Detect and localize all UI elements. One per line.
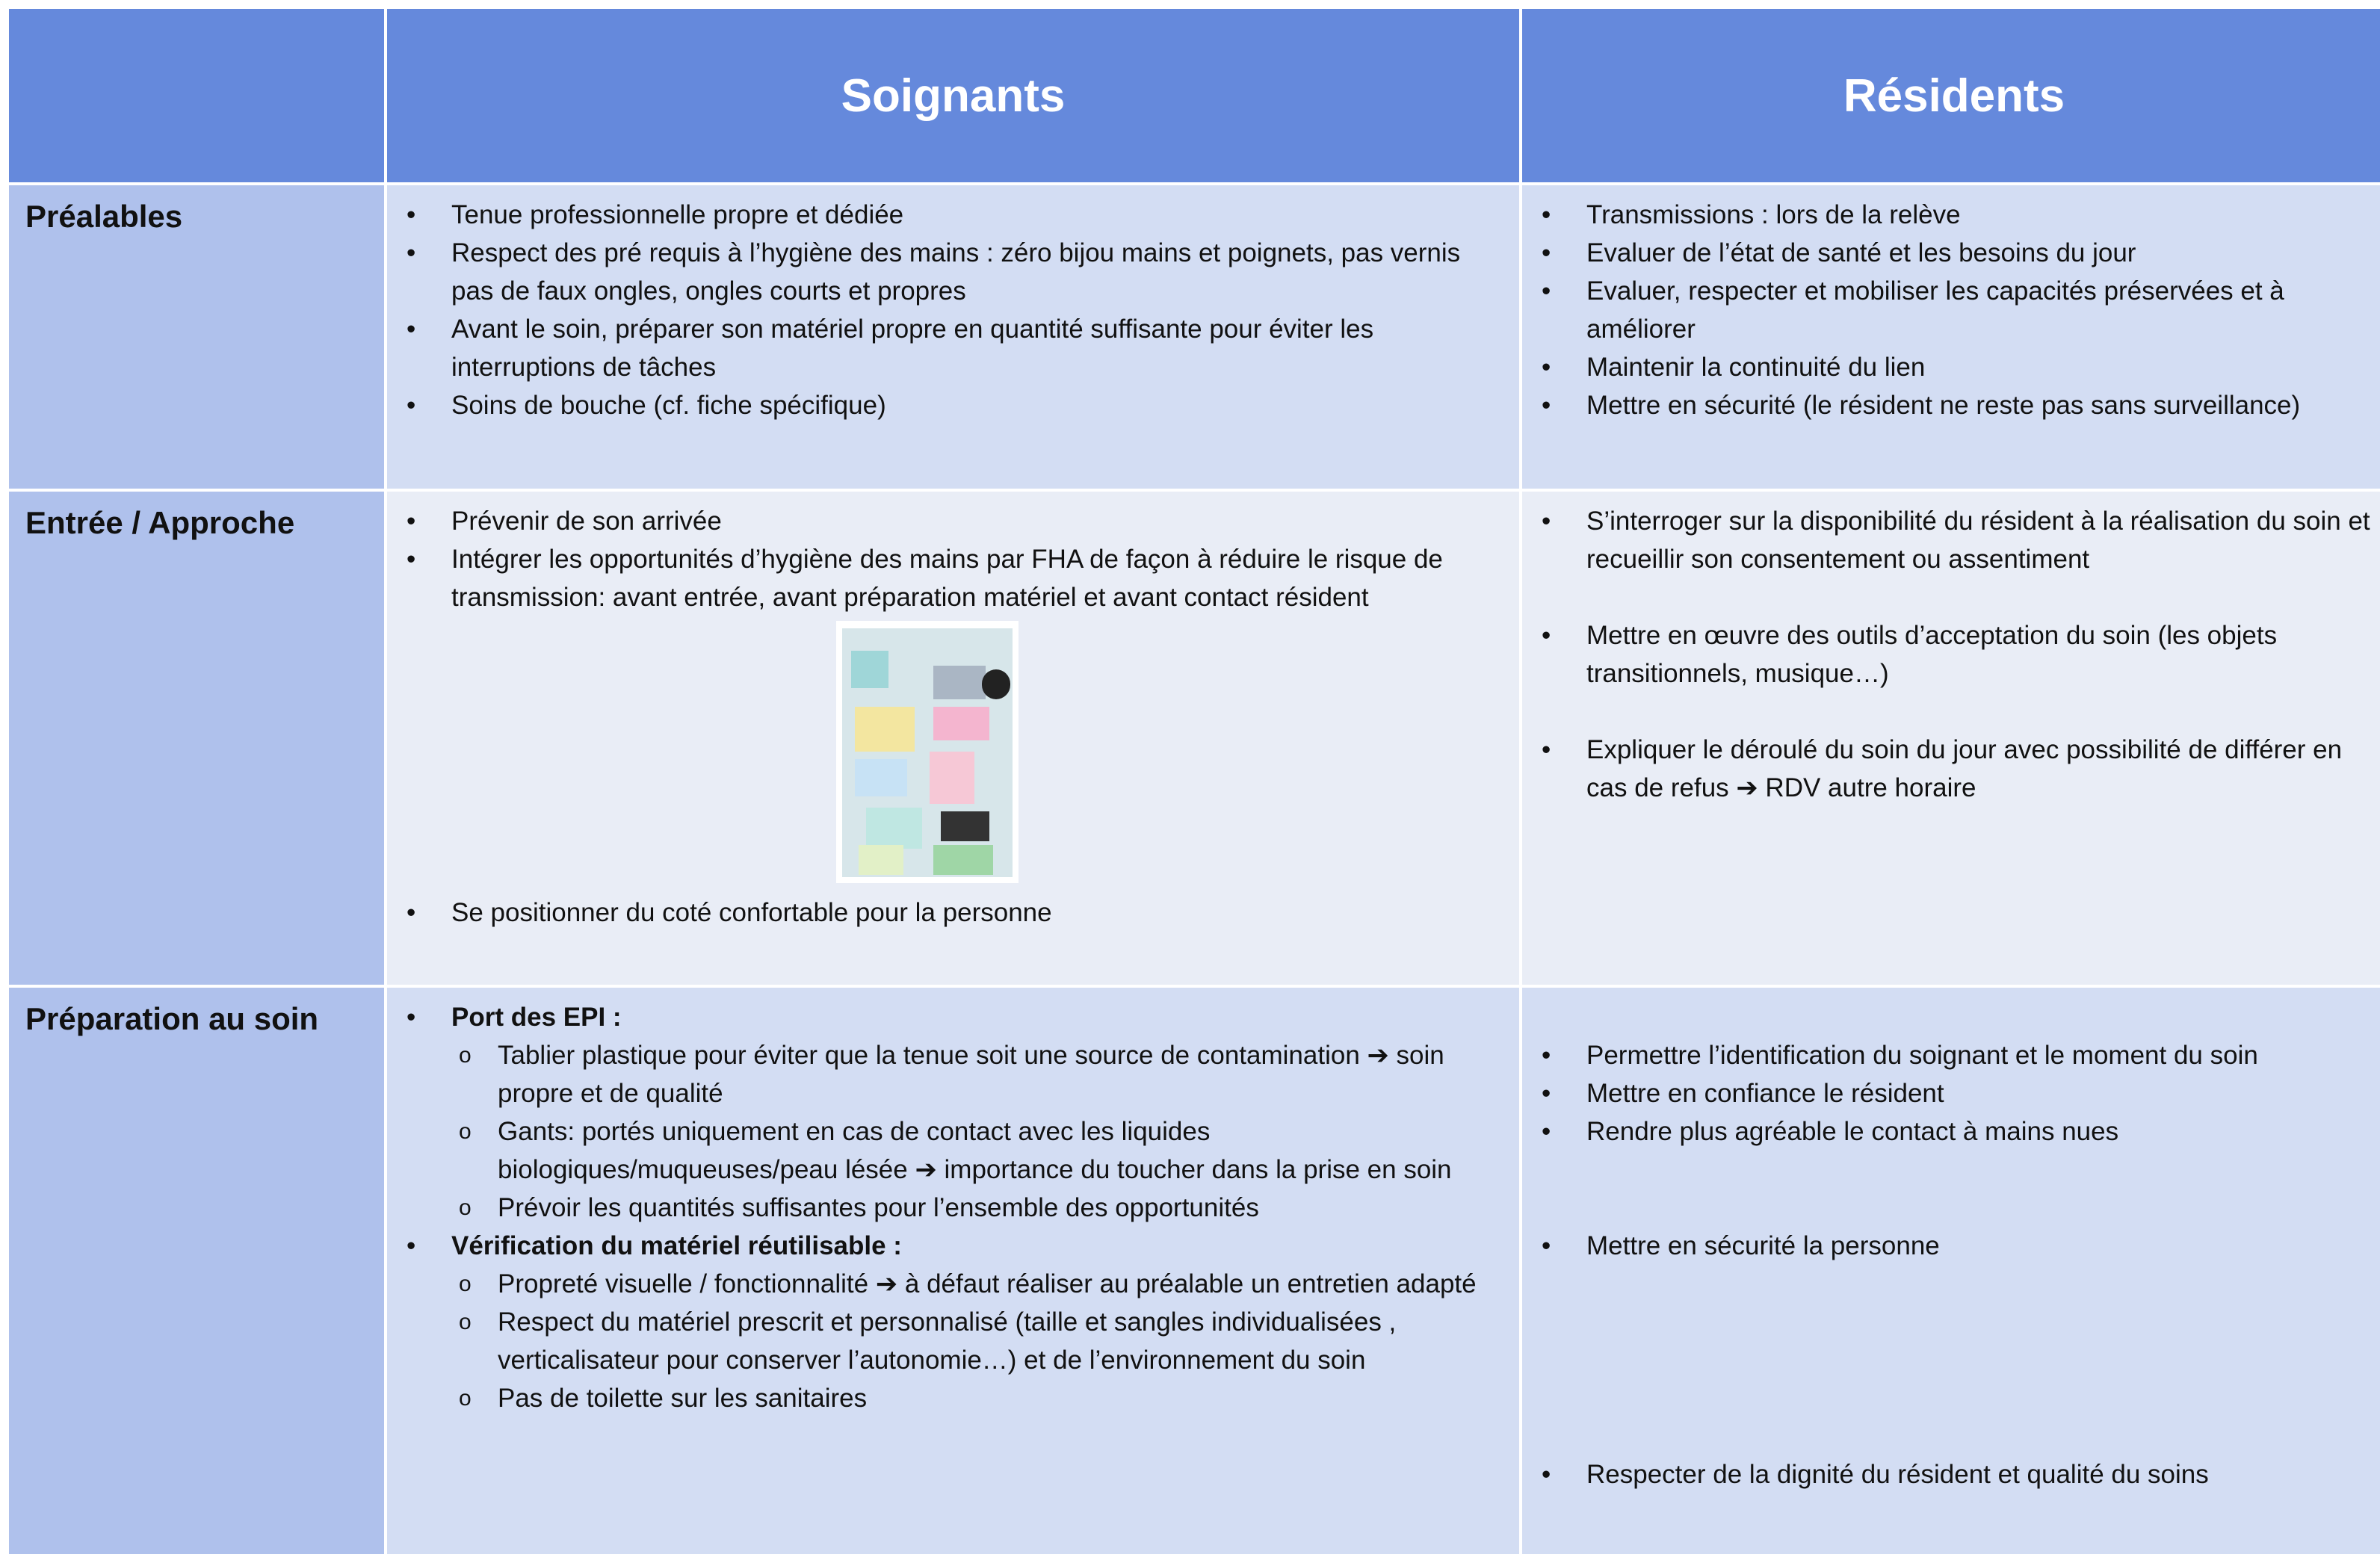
list-item: Tenue professionnelle propre et dédiée	[407, 196, 1507, 234]
list-item: Expliquer le déroulé du soin du jour ave…	[1542, 731, 2374, 807]
list-item: Mettre en sécurité (le résident ne reste…	[1542, 386, 2374, 424]
list-item: Mettre en sécurité la personne	[1542, 1227, 2374, 1265]
sub-item: Prévoir les quantités suffisantes pour l…	[451, 1189, 1507, 1227]
list-item: Respect des pré requis à l’hygiène des m…	[407, 234, 1507, 310]
list-item: Avant le soin, préparer son matériel pro…	[407, 310, 1507, 386]
list-item: Port des EPI : Tablier plastique pour év…	[407, 998, 1507, 1227]
list-item: Transmissions : lors de la relève	[1542, 196, 2374, 234]
list-item: Intégrer les opportunités d’hygiène des …	[407, 540, 1507, 616]
list: Prévenir de son arrivée Intégrer les opp…	[407, 502, 1507, 616]
list-item: Se positionner du coté confortable pour …	[407, 894, 1507, 932]
list: S’interroger sur la disponibilité du rés…	[1542, 502, 2374, 807]
cell: Port des EPI : Tablier plastique pour év…	[387, 988, 1519, 1554]
item-heading: Vérification du matériel réutilisable :	[451, 1231, 902, 1260]
sub-list: Propreté visuelle / fonctionnalité ➔ à d…	[451, 1265, 1507, 1417]
sub-item: Tablier plastique pour éviter que la ten…	[451, 1036, 1507, 1112]
list-item: Vérification du matériel réutilisable : …	[407, 1227, 1507, 1417]
list-item: Rendre plus agréable le contact à mains …	[1542, 1112, 2374, 1151]
row-label: Préalables	[9, 185, 384, 489]
list-item: Prévenir de son arrivée	[407, 502, 1507, 540]
cell: S’interroger sur la disponibilité du rés…	[1522, 492, 2380, 985]
item-heading: Port des EPI :	[451, 1003, 622, 1032]
cell: Tenue professionnelle propre et dédiée R…	[387, 185, 1519, 489]
list: Port des EPI : Tablier plastique pour év…	[407, 998, 1507, 1417]
list-item: Evaluer, respecter et mobiliser les capa…	[1542, 272, 2374, 348]
list: Permettre l’identification du soignant e…	[1542, 1036, 2374, 1493]
sub-list: Tablier plastique pour éviter que la ten…	[451, 1036, 1507, 1227]
row-label: Entrée / Approche	[9, 492, 384, 985]
sub-item: Respect du matériel prescrit et personna…	[451, 1303, 1507, 1379]
sub-item: Gants: portés uniquement en cas de conta…	[451, 1112, 1507, 1189]
cell: Transmissions : lors de la relève Evalue…	[1522, 185, 2380, 489]
table: Soignants Résidents Préalables Tenue pro…	[9, 9, 2380, 1554]
list-item: Mettre en œuvre des outils d’acceptation…	[1542, 616, 2374, 693]
list-item: Soins de bouche (cf. fiche spécifique)	[407, 386, 1507, 424]
row-label: Préparation au soin	[9, 988, 384, 1554]
cell: Permettre l’identification du soignant e…	[1522, 988, 2380, 1554]
cell: Prévenir de son arrivée Intégrer les opp…	[387, 492, 1519, 985]
sub-item: Pas de toilette sur les sanitaires	[451, 1379, 1507, 1417]
corner-cell	[9, 9, 384, 182]
poster-image	[836, 621, 1019, 883]
list-item: Respecter de la dignité du résident et q…	[1542, 1455, 2374, 1493]
list-item: Maintenir la continuité du lien	[1542, 348, 2374, 386]
list-item: Mettre en confiance le résident	[1542, 1074, 2374, 1112]
list: Transmissions : lors de la relève Evalue…	[1542, 196, 2374, 424]
list: Se positionner du coté confortable pour …	[407, 894, 1507, 932]
list-item: Evaluer de l’état de santé et les besoin…	[1542, 234, 2374, 272]
column-header: Soignants	[387, 9, 1519, 182]
column-header: Résidents	[1522, 9, 2380, 182]
sub-item: Propreté visuelle / fonctionnalité ➔ à d…	[451, 1265, 1507, 1303]
list-item: S’interroger sur la disponibilité du rés…	[1542, 502, 2374, 578]
list-item: Permettre l’identification du soignant e…	[1542, 1036, 2374, 1074]
list: Tenue professionnelle propre et dédiée R…	[407, 196, 1507, 424]
